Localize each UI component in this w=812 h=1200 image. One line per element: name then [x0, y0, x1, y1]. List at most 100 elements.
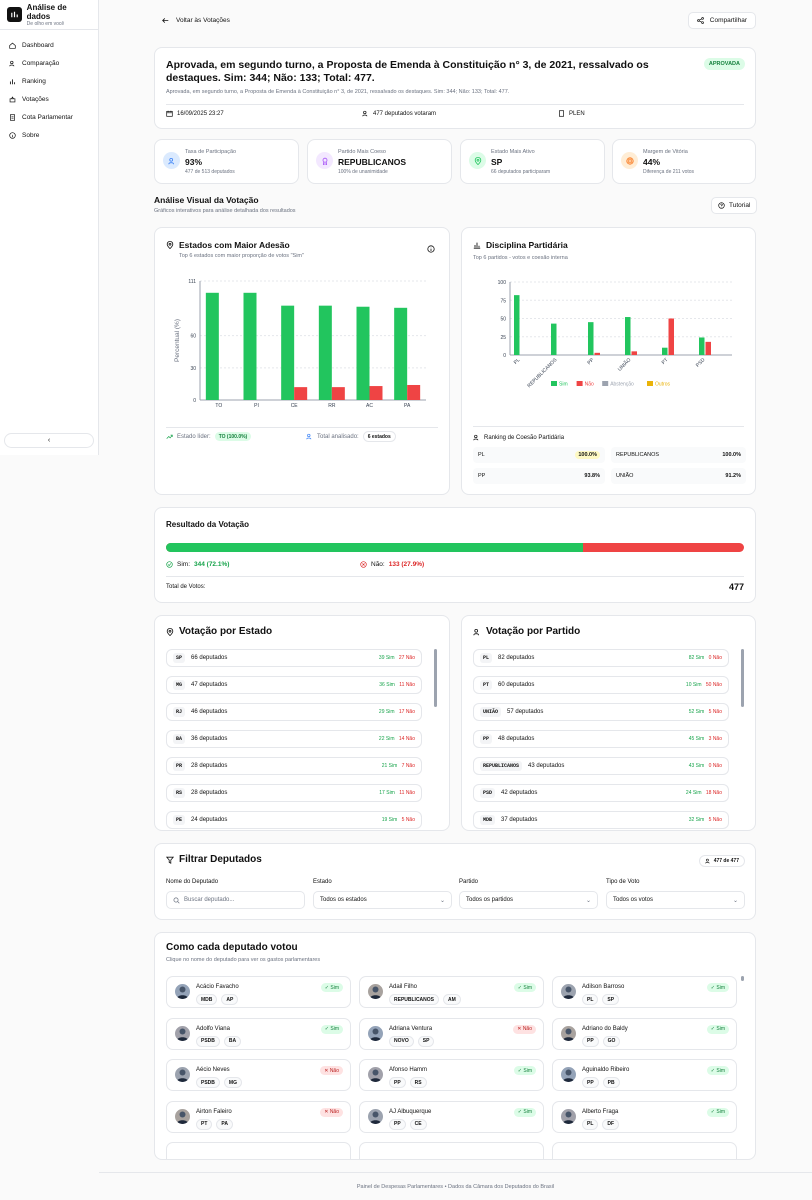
brand[interactable]: Análise de dados De olho em você	[0, 0, 98, 30]
deputy-card[interactable]	[359, 1142, 544, 1159]
list-item[interactable]: SP 66 deputados 39 Sim 27 Não	[166, 649, 422, 667]
deputies-card: Como cada deputado votou Clique no nome …	[154, 932, 756, 1160]
deputy-tags: PP PB	[582, 1077, 620, 1088]
list-item[interactable]: UNIÃO 57 deputados 52 Sim 5 Não	[473, 703, 729, 721]
deputy-name[interactable]: AJ Albuquerque	[389, 1108, 432, 1115]
x-tick-label: PP	[586, 357, 595, 366]
bar-PT-Sim	[662, 347, 668, 355]
deputy-name[interactable]: Adriano do Baldy	[582, 1025, 628, 1032]
scrollbar[interactable]	[741, 649, 744, 707]
state-select[interactable]: Todos os estados ⌄	[313, 891, 452, 909]
state-votes-title: Votação por Estado	[179, 626, 273, 637]
list-item[interactable]: MDB 37 deputados 32 Sim 5 Não	[473, 811, 729, 829]
tutorial-button[interactable]: Tutorial	[711, 197, 758, 214]
avatar	[561, 1025, 576, 1041]
list-item[interactable]: PE 24 deputados 19 Sim 5 Não	[166, 811, 422, 829]
deputy-card[interactable]	[166, 1142, 351, 1159]
sidebar-item-dashboard[interactable]: Dashboard	[0, 36, 98, 54]
map-pin-icon	[166, 241, 174, 249]
stat-label: Margem de Vitória	[643, 149, 688, 155]
deputy-name[interactable]: Adolfo Viana	[196, 1025, 230, 1032]
sidebar-item-label: Comparação	[22, 59, 60, 67]
list-item[interactable]: BA 36 deputados 22 Sim 14 Não	[166, 730, 422, 748]
ranking-row: PL 100.0%	[473, 447, 605, 463]
deputy-card[interactable]: Acácio Favacho MDB AP ✓ Sim	[166, 976, 351, 1008]
ranking-party: UNIÃO	[616, 473, 634, 479]
deputy-name[interactable]: Adail Filho	[389, 984, 418, 990]
back-link[interactable]: Voltar às Votações	[162, 17, 230, 24]
yes-count: 29 Sim	[378, 709, 395, 715]
party-ranking: Ranking de Coesão Partidária PL 100.0% R…	[473, 426, 746, 484]
deputy-card[interactable]: Adriano do Baldy PP GO ✓ Sim	[552, 1017, 737, 1050]
deputy-name[interactable]: Aguinaldo Ribeiro	[582, 1067, 630, 1073]
share-button[interactable]: Compartilhar	[687, 11, 756, 29]
yes-count: 32 Sim	[688, 817, 705, 823]
vote-badge: ✓ Sim	[513, 983, 536, 992]
scrollbar[interactable]	[741, 976, 744, 981]
deputy-card[interactable]	[552, 1142, 737, 1159]
deputy-count: 42 deputados	[501, 790, 538, 796]
sidebar-item-comparacao[interactable]: Comparação	[0, 54, 98, 72]
list-item[interactable]: PSD 42 deputados 24 Sim 18 Não	[473, 784, 729, 802]
code-badge: MG	[173, 680, 186, 690]
sidebar-item-ranking[interactable]: Ranking	[0, 72, 98, 90]
vote-split: 19 Sim 5 Não	[382, 817, 415, 823]
topbar: Voltar às Votações Compartilhar	[162, 11, 756, 29]
party-tag: PL	[582, 1118, 599, 1130]
deputy-card[interactable]: Aguinaldo Ribeiro PP PB ✓ Sim	[552, 1059, 737, 1091]
deputy-card[interactable]: Adriana Ventura NOVO SP ✕ Não	[359, 1017, 544, 1050]
party-select[interactable]: Todos os partidos ⌄	[459, 891, 598, 909]
ranking-row: REPUBLICANOS 100.0%	[611, 447, 746, 463]
brand-subtitle: De olho em você	[26, 20, 65, 27]
list-item[interactable]: REPUBLICANOS 43 deputados 43 Sim 0 Não	[473, 757, 729, 775]
search-input[interactable]: Buscar deputado...	[166, 891, 305, 909]
deputy-name[interactable]: Acácio Favacho	[196, 984, 239, 990]
deputy-card[interactable]: Airton Faleiro PT PA ✕ Não	[166, 1100, 351, 1133]
deputy-card[interactable]: Alberto Fraga PL DF ✓ Sim	[552, 1100, 737, 1133]
collapse-sidebar-button[interactable]: ‹	[4, 433, 94, 448]
deputy-name[interactable]: Alberto Fraga	[582, 1108, 619, 1115]
deputy-card[interactable]: Adolfo Viana PSDB BA ✓ Sim	[166, 1017, 351, 1050]
vote-select[interactable]: Todos os votos ⌄	[606, 891, 745, 909]
list-item[interactable]: MG 47 deputados 36 Sim 11 Não	[166, 676, 422, 694]
list-item[interactable]: PR 28 deputados 21 Sim 7 Não	[166, 757, 422, 775]
x-tick-label: PT	[661, 357, 670, 366]
bar-PP-Não	[594, 352, 600, 355]
info-icon[interactable]	[427, 245, 435, 253]
list-item[interactable]: RS 28 deputados 17 Sim 11 Não	[166, 784, 422, 802]
yes-count: 45 Sim	[688, 736, 705, 742]
deputy-card[interactable]: AJ Albuquerque PP CE ✓ Sim	[359, 1100, 544, 1133]
avatar	[175, 984, 190, 999]
deputy-name[interactable]: Aécio Neves	[196, 1067, 230, 1073]
vote-box-icon	[9, 95, 16, 102]
avatar	[561, 1067, 576, 1082]
legend-label-Sim: Sim	[559, 382, 568, 388]
vote-badge: ✕ Não	[320, 1107, 343, 1117]
vote-filter-label: Tipo de Voto	[606, 879, 640, 885]
deputy-card[interactable]: Aécio Neves PSDB MG ✕ Não	[166, 1059, 351, 1091]
deputy-name[interactable]: Adriana Ventura	[389, 1025, 433, 1032]
sidebar-item-votacoes[interactable]: Votações	[0, 90, 98, 108]
deputy-count: 47 deputados	[191, 682, 228, 688]
filter-header: Filtrar Deputados	[166, 854, 262, 865]
list-item[interactable]: PT 60 deputados 10 Sim 50 Não	[473, 676, 729, 694]
result-no-value: 133 (27.9%)	[388, 561, 425, 568]
sidebar-item-cota-parlamentar[interactable]: Cota Parlamentar	[0, 108, 98, 126]
sidebar-item-sobre[interactable]: Sobre	[0, 126, 98, 144]
list-item[interactable]: RJ 46 deputados 29 Sim 17 Não	[166, 703, 422, 721]
party-tag: MDB	[196, 994, 218, 1005]
deputy-card[interactable]: Adilson Barroso PL SP ✓ Sim	[552, 976, 737, 1008]
deputy-card[interactable]: Afonso Hamm PP RS ✓ Sim	[359, 1059, 544, 1091]
scrollbar[interactable]	[434, 649, 437, 707]
yes-count: 22 Sim	[378, 736, 395, 742]
code-badge: PT	[480, 680, 493, 690]
x-tick-label: PA	[404, 403, 411, 409]
list-item[interactable]: PP 48 deputados 45 Sim 3 Não	[473, 730, 729, 748]
list-item[interactable]: PL 82 deputados 82 Sim 0 Não	[473, 649, 729, 667]
deputy-name[interactable]: Afonso Hamm	[389, 1067, 428, 1073]
code-badge: PL	[480, 653, 493, 663]
deputy-name[interactable]: Airton Faleiro	[196, 1108, 232, 1115]
deputy-card[interactable]: Adail Filho REPUBLICANOS AM ✓ Sim	[359, 976, 544, 1008]
deputy-name[interactable]: Adilson Barroso	[582, 984, 625, 990]
